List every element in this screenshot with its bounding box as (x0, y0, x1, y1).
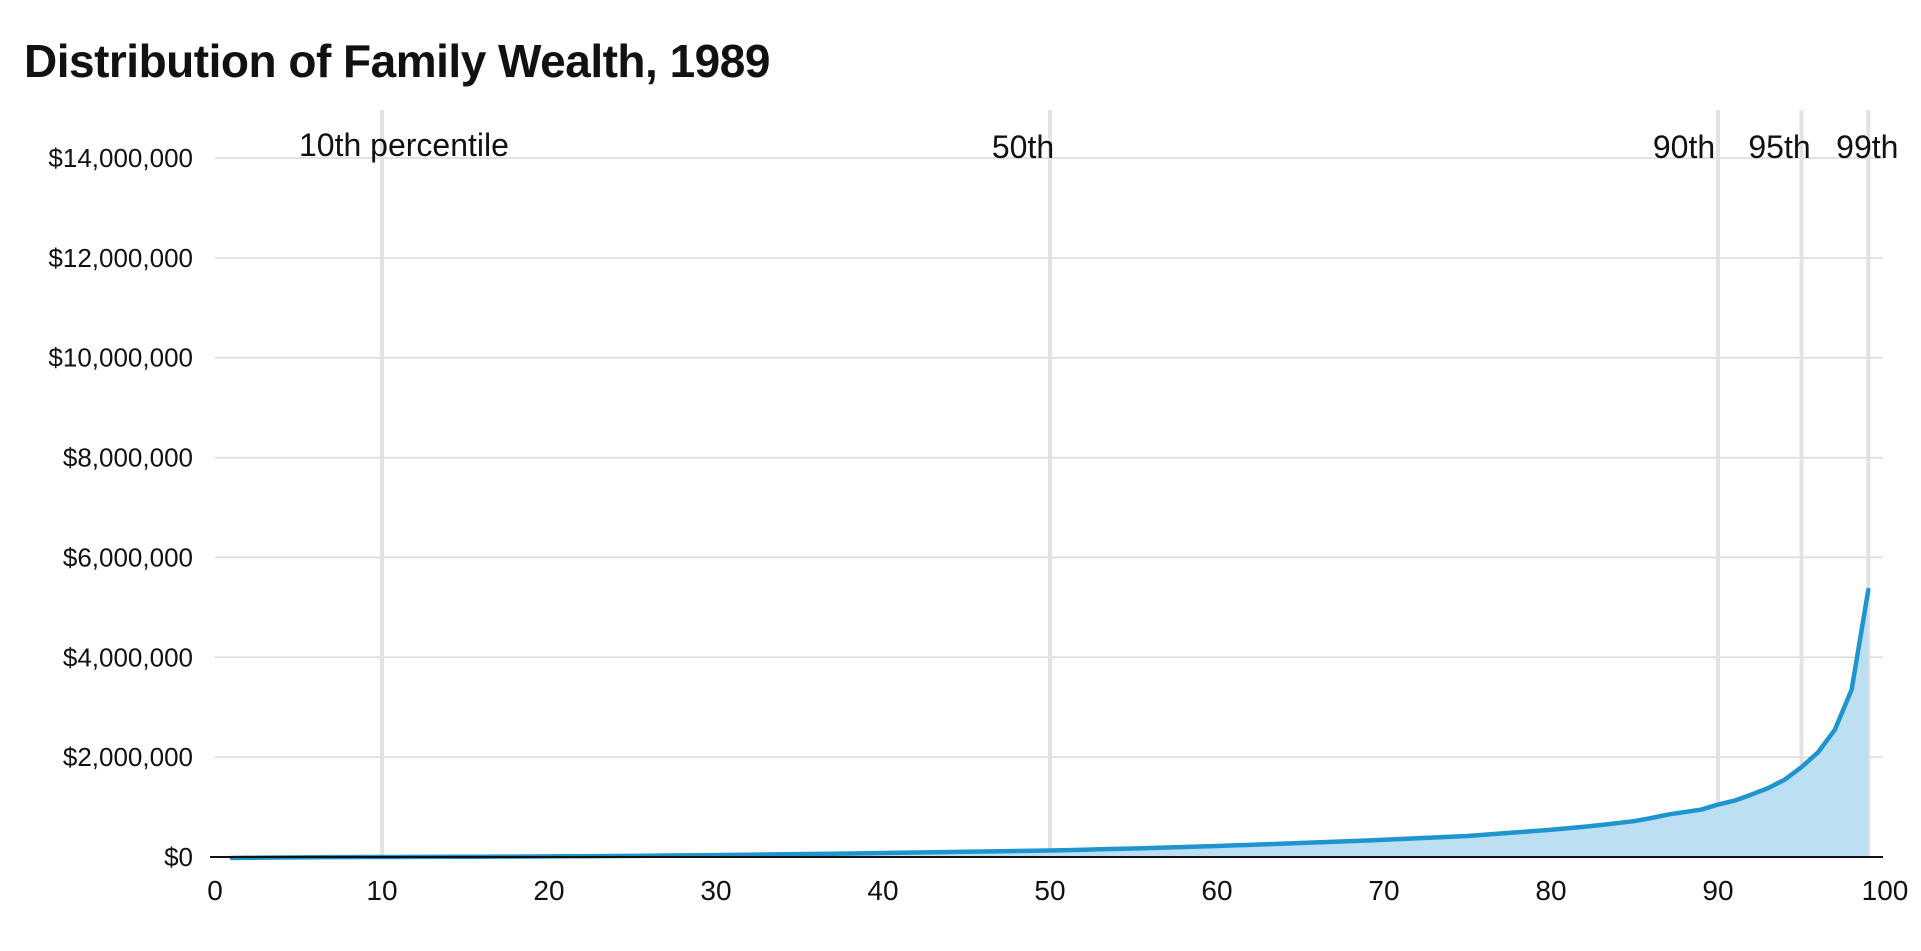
x-tick-label: 100 (1862, 875, 1909, 906)
x-tick-label: 20 (533, 875, 564, 906)
x-tick-label: 40 (867, 875, 898, 906)
y-tick-label: $6,000,000 (63, 542, 193, 572)
x-tick-label: 90 (1702, 875, 1733, 906)
series-area-fill (231, 589, 1869, 858)
percentile-label: 10th percentile (299, 127, 509, 163)
y-tick-label: $10,000,000 (48, 343, 193, 373)
x-tick-label: 60 (1201, 875, 1232, 906)
x-tick-label: 0 (207, 875, 223, 906)
percentile-label: 90th (1653, 129, 1715, 165)
y-tick-label: $14,000,000 (48, 143, 193, 173)
y-tick-label: $4,000,000 (63, 642, 193, 672)
x-tick-label: 70 (1368, 875, 1399, 906)
y-tick-label: $12,000,000 (48, 243, 193, 273)
x-tick-label: 10 (366, 875, 397, 906)
y-tick-label: $8,000,000 (63, 443, 193, 473)
x-tick-label: 30 (700, 875, 731, 906)
chart-title: Distribution of Family Wealth, 1989 (24, 35, 770, 87)
y-tick-label: $2,000,000 (63, 742, 193, 772)
percentile-label: 50th (992, 129, 1054, 165)
percentile-label: 99th (1836, 129, 1898, 165)
y-tick-label: $0 (164, 842, 193, 872)
percentile-label: 95th (1748, 129, 1810, 165)
x-tick-label: 50 (1034, 875, 1065, 906)
x-tick-label: 80 (1535, 875, 1566, 906)
